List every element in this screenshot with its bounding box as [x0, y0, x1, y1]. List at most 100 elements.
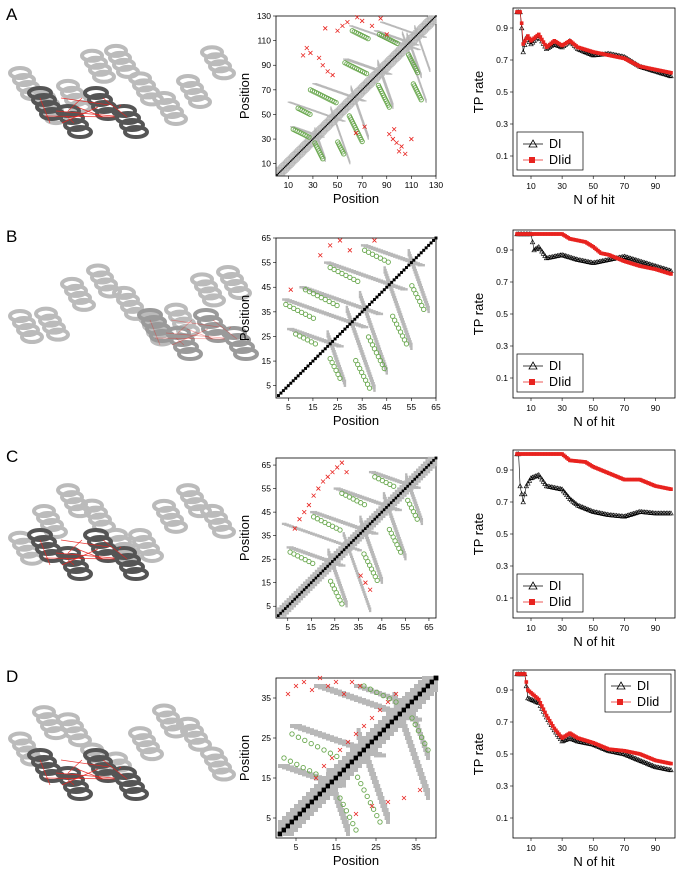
- contact-cell: [371, 68, 373, 70]
- diagonal-point: [281, 169, 283, 171]
- contact-cell: [294, 302, 297, 306]
- diagonal-cell: [350, 96, 352, 98]
- diagonal-cell: [381, 76, 383, 79]
- diagonal-cell: [416, 28, 419, 31]
- contact-cell: [343, 120, 345, 122]
- map-xtick-label: 90: [382, 180, 392, 190]
- diagonal-cell: [428, 15, 430, 17]
- diagonal-cell: [302, 143, 304, 145]
- diagonal-cell: [408, 36, 410, 38]
- diagonal-cell: [429, 15, 431, 17]
- diagonal-cell: [346, 102, 348, 104]
- diagonal-cell: [277, 170, 280, 172]
- diagonal-cell: [372, 70, 374, 72]
- diagonal-cell: [334, 115, 336, 117]
- diagonal-cell: [308, 144, 310, 146]
- contact-cell: [351, 270, 354, 274]
- diagonal-cell: [412, 46, 414, 48]
- diagonal-cell: [296, 150, 298, 152]
- contact-cell: [321, 293, 324, 297]
- contact-cell: [376, 345, 379, 348]
- contact-cell: [346, 302, 349, 305]
- diagonal-cell: [386, 68, 388, 70]
- contact-cell: [422, 51, 424, 53]
- diagonal-cell: [302, 145, 304, 148]
- diagonal-cell: [384, 63, 387, 65]
- diagonal-cell: [430, 26, 432, 28]
- diagonal-cell: [322, 134, 324, 136]
- contact-cell: [343, 384, 347, 387]
- diagonal-cell: [372, 76, 374, 79]
- contact-cell: [331, 315, 334, 318]
- diagonal-cell: [355, 100, 357, 102]
- contact-cell: [415, 44, 417, 46]
- diagonal-cell: [296, 160, 298, 162]
- diagonal-cell: [426, 22, 428, 24]
- diagonal-cell: [432, 25, 435, 27]
- diagonal-cell: [319, 138, 321, 140]
- diagonal-cell: [343, 104, 345, 106]
- diagonal-cell: [394, 51, 396, 53]
- contact-cell: [392, 295, 395, 299]
- diagonal-point: [313, 137, 315, 139]
- diagonal-cell: [301, 150, 303, 152]
- diagonal-cell: [317, 138, 319, 140]
- contact-cell: [377, 350, 381, 353]
- diagonal-cell: [407, 40, 409, 42]
- helix-turn-dark: [59, 111, 85, 125]
- diagonal-cell: [392, 63, 394, 65]
- diagonal-cell: [333, 112, 335, 114]
- diagonal-cell: [405, 41, 408, 43]
- diagonal-cell: [387, 58, 389, 60]
- diagonal-cell: [375, 73, 377, 75]
- diagonal-cell: [354, 95, 356, 97]
- diagonal-cell: [360, 96, 362, 98]
- diagonal-cell: [430, 15, 432, 17]
- contact-cell: [325, 87, 328, 90]
- diagonal-cell: [415, 40, 417, 42]
- diagonal-cell: [297, 149, 299, 151]
- diagonal-cell: [280, 171, 282, 173]
- diagonal-cell: [399, 54, 401, 56]
- contact-cell: [397, 310, 400, 314]
- contact-cell: [330, 347, 334, 350]
- diagonal-cell: [345, 110, 347, 112]
- contact-cell: [358, 325, 361, 328]
- diagonal-cell: [285, 170, 287, 172]
- diagonal-cell: [309, 147, 312, 149]
- diagonal-cell: [349, 100, 351, 102]
- diagonal-cell: [389, 63, 392, 65]
- contact-cell: [344, 58, 346, 61]
- diagonal-cell: [392, 62, 394, 64]
- contact-cell: [368, 67, 371, 69]
- diagonal-cell: [424, 30, 426, 32]
- diagonal-cell: [380, 67, 382, 69]
- map-xtick-label: 70: [357, 180, 367, 190]
- contact-cell: [336, 91, 339, 93]
- diagonal-point: [308, 142, 310, 144]
- helix-turn: [224, 279, 248, 294]
- diagonal-cell: [389, 58, 392, 60]
- diagonal-point: [384, 65, 387, 68]
- contact-cell: [365, 132, 367, 134]
- diagonal-point: [424, 26, 426, 28]
- contact-cell: [333, 354, 336, 358]
- diagonal-cell: [357, 91, 360, 93]
- diagonal-cell: [382, 75, 384, 77]
- diagonal-point: [389, 60, 392, 63]
- diagonal-cell: [343, 115, 345, 117]
- diagonal-cell: [373, 84, 376, 86]
- diagonal-cell: [362, 80, 364, 82]
- diagonal-cell: [412, 32, 414, 34]
- diagonal-cell: [298, 159, 300, 161]
- diagonal-cell: [429, 20, 431, 22]
- diagonal-cell: [429, 28, 431, 31]
- contact-cell: [350, 86, 352, 88]
- contact-cell: [377, 35, 379, 37]
- diagonal-cell: [380, 76, 382, 79]
- diagonal-cell: [414, 40, 416, 42]
- contact-cell: [426, 62, 428, 64]
- diagonal-cell: [325, 131, 328, 133]
- diagonal-cell: [393, 63, 395, 65]
- diagonal-cell: [431, 25, 433, 27]
